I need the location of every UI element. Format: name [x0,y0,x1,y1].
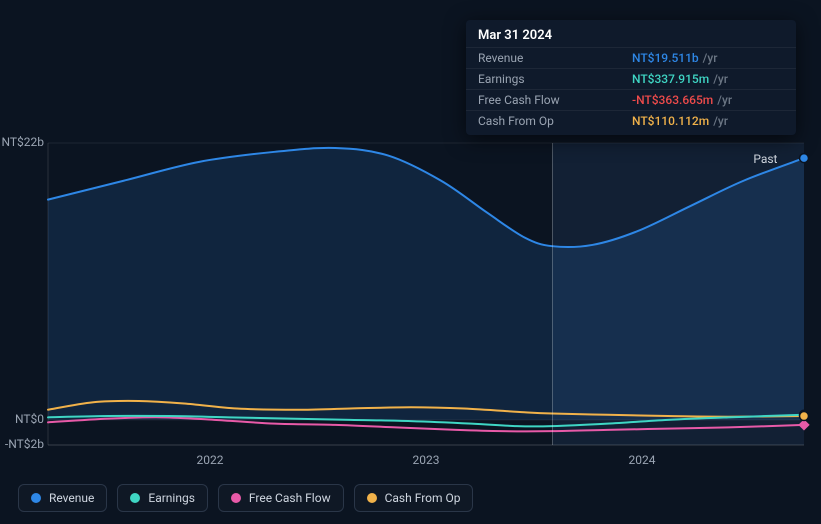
tooltip-value: NT$110.112m/yr [620,111,796,132]
y-tick-label: NT$0 [0,412,44,426]
tooltip-row: EarningsNT$337.915m/yr [466,69,796,90]
x-tick-label: 2024 [629,453,656,467]
y-tick-label: NT$22b [0,135,44,149]
legend-swatch-icon [231,493,241,503]
legend-swatch-icon [130,493,140,503]
legend-label: Earnings [148,491,195,505]
legend-item-cash_from_op[interactable]: Cash From Op [354,484,474,512]
tooltip-row: Cash From OpNT$110.112m/yr [466,111,796,132]
end-marker-revenue [800,154,809,163]
tooltip-key: Revenue [466,48,620,69]
legend-item-earnings[interactable]: Earnings [117,484,208,512]
legend-swatch-icon [367,493,377,503]
x-tick-label: 2022 [197,453,224,467]
legend-item-free_cash_flow[interactable]: Free Cash Flow [218,484,344,512]
tooltip: Mar 31 2024 RevenueNT$19.511b/yrEarnings… [466,20,796,135]
end-marker-cash_from_op [800,412,809,421]
tooltip-value: NT$337.915m/yr [620,69,796,90]
legend: Revenue Earnings Free Cash Flow Cash From O… [18,484,473,512]
y-tick-label: -NT$2b [0,437,44,451]
legend-label: Free Cash Flow [249,491,331,505]
legend-item-revenue[interactable]: Revenue [18,484,107,512]
past-label: Past [753,152,777,166]
tooltip-row: Free Cash Flow-NT$363.665m/yr [466,90,796,111]
x-tick-label: 2023 [413,453,440,467]
legend-swatch-icon [31,493,41,503]
tooltip-key: Free Cash Flow [466,90,620,111]
legend-label: Revenue [49,491,94,505]
tooltip-key: Cash From Op [466,111,620,132]
tooltip-key: Earnings [466,69,620,90]
tooltip-row: RevenueNT$19.511b/yr [466,48,796,69]
tooltip-date: Mar 31 2024 [466,28,796,47]
tooltip-value: NT$19.511b/yr [620,48,796,69]
legend-label: Cash From Op [385,491,461,505]
marker-vertical-line [552,143,553,445]
tooltip-value: -NT$363.665m/yr [620,90,796,111]
